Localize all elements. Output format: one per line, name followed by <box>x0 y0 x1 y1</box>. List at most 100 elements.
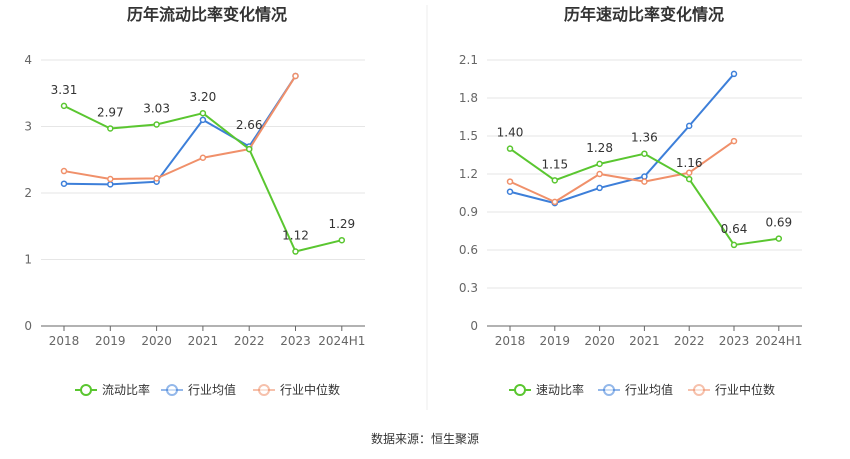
series-point <box>730 70 738 78</box>
series-point <box>506 188 514 195</box>
legend-label: 流动比率 <box>102 382 150 397</box>
y-tick-label: 3 <box>24 120 32 134</box>
series-point <box>292 72 299 80</box>
legend-item: 行业均值 <box>161 382 236 397</box>
data-label: 1.15 <box>541 157 568 171</box>
y-tick-label: 0 <box>24 319 32 333</box>
y-tick-label: 1 <box>24 253 32 267</box>
data-label: 1.40 <box>497 126 524 140</box>
series-point <box>506 145 514 152</box>
legend-item: 速动比率 <box>509 382 584 397</box>
chart-title: 历年流动比率变化情况 <box>127 5 287 24</box>
current-ratio-chart: 历年流动比率变化情况 0 1 2 3 4 2018 2019 2020 2021 2022 2023 2… <box>24 5 365 397</box>
data-label: 3.31 <box>51 83 78 97</box>
x-tick-label: 2018 <box>495 334 526 348</box>
data-label: 1.16 <box>676 156 703 170</box>
series-point <box>153 175 160 182</box>
y-tick-label: 1.2 <box>459 167 478 181</box>
legend-swatch-marker <box>603 384 615 396</box>
legend-item: 行业中位数 <box>688 382 775 397</box>
legend-label: 行业均值 <box>188 382 236 397</box>
legend-label: 速动比率 <box>536 382 584 397</box>
series-point <box>551 198 559 206</box>
data-label: 0.64 <box>721 222 748 236</box>
y-tick-label: 1.5 <box>459 129 478 143</box>
y-tick-label: 0.3 <box>459 281 478 295</box>
legend-swatch-marker <box>166 384 178 396</box>
series-point <box>199 109 207 117</box>
series-point <box>199 154 207 162</box>
data-label: 1.36 <box>631 131 658 145</box>
legend-label: 行业中位数 <box>715 382 775 397</box>
series-point <box>685 169 693 176</box>
series-point <box>730 137 738 145</box>
x-tick-label: 2021 <box>629 334 660 348</box>
series-point <box>107 175 114 183</box>
x-tick-label: 2020 <box>141 334 172 348</box>
series-point <box>551 177 559 184</box>
y-tick-label: 2 <box>24 186 32 200</box>
series-point <box>338 236 346 244</box>
x-tick-label: 2023 <box>280 334 311 348</box>
legend-item: 流动比率 <box>75 382 150 397</box>
legend-item: 行业均值 <box>598 382 673 397</box>
legend-swatch-marker <box>80 384 92 396</box>
series-line <box>509 73 735 205</box>
legend-label: 行业均值 <box>625 382 673 397</box>
series-point <box>775 235 783 242</box>
series-point <box>596 170 603 178</box>
y-tick-label: 1.8 <box>459 91 478 105</box>
x-tick-label: 2018 <box>49 334 80 348</box>
x-tick-label: 2024H1 <box>755 334 802 348</box>
series-point <box>60 102 68 110</box>
y-tick-label: 2.1 <box>459 53 478 67</box>
series-point <box>641 178 648 185</box>
series-line <box>63 75 297 181</box>
series-point <box>641 150 648 157</box>
y-tick-label: 0 <box>470 319 478 333</box>
series-point <box>60 180 68 187</box>
data-label: 1.29 <box>328 217 355 231</box>
data-label: 3.20 <box>190 90 217 104</box>
data-label: 0.69 <box>765 216 792 230</box>
x-tick-label: 2022 <box>234 334 265 348</box>
x-tick-label: 2024H1 <box>318 334 365 348</box>
y-tick-label: 4 <box>24 53 32 67</box>
series-point <box>199 116 207 124</box>
legend-swatch-marker <box>693 384 705 396</box>
x-tick-label: 2019 <box>95 334 126 348</box>
series-point <box>641 173 648 180</box>
data-label: 2.66 <box>236 118 263 132</box>
series-point <box>685 175 693 183</box>
series-point <box>506 178 514 185</box>
x-tick-label: 2020 <box>584 334 615 348</box>
legend-label: 行业中位数 <box>280 382 340 397</box>
series-line <box>509 140 735 203</box>
legend-swatch-marker <box>258 384 270 396</box>
legend-item: 行业中位数 <box>253 382 340 397</box>
data-label: 1.28 <box>586 141 613 155</box>
series-point <box>685 122 693 130</box>
data-label: 2.97 <box>97 105 124 119</box>
series-point <box>596 160 603 168</box>
series-line <box>63 75 297 186</box>
legend-swatch-marker <box>514 384 526 396</box>
series-point <box>730 241 738 249</box>
series-point <box>153 121 160 128</box>
data-label: 1.12 <box>282 229 309 243</box>
chart-title: 历年速动比率变化情况 <box>564 5 724 24</box>
series-point <box>60 167 68 175</box>
x-tick-label: 2019 <box>540 334 571 348</box>
x-tick-label: 2022 <box>674 334 705 348</box>
y-tick-label: 0.6 <box>459 243 478 257</box>
series-point <box>292 248 299 255</box>
quick-ratio-chart: 历年速动比率变化情况 0 0.3 0.6 0.9 1.2 1.5 1.8 2.1 2018 2019… <box>459 5 802 397</box>
x-tick-label: 2021 <box>188 334 219 348</box>
data-label: 3.03 <box>143 102 170 116</box>
series-point <box>107 181 114 188</box>
source-label: 数据来源：恒生聚源 <box>371 431 479 446</box>
series-point <box>245 145 253 153</box>
series-point <box>596 184 603 192</box>
y-tick-label: 0.9 <box>459 205 478 219</box>
